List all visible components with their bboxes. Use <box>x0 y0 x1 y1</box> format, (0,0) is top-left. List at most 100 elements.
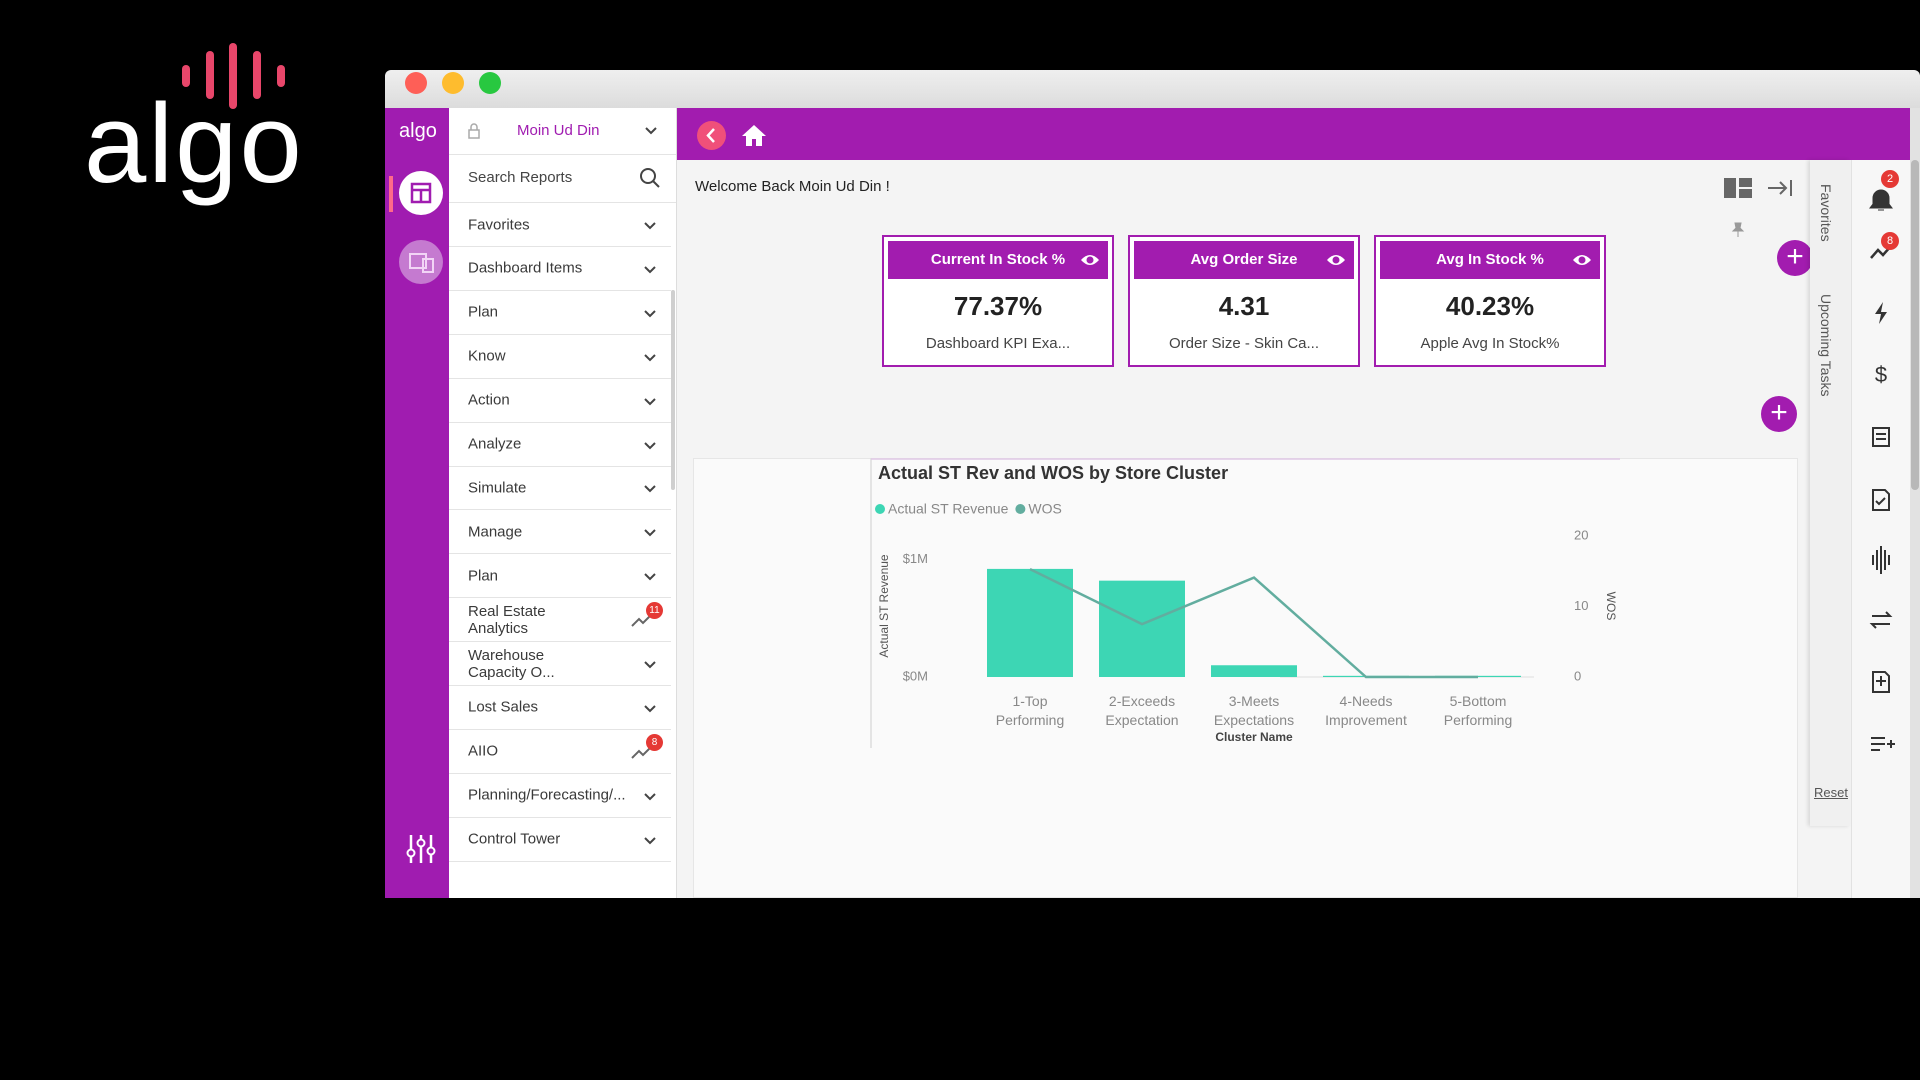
settings-icon[interactable] <box>405 833 437 865</box>
legend-label: WOS <box>1028 501 1061 517</box>
menu-item[interactable]: Dashboard Items <box>449 247 671 291</box>
y2-axis-title: WOS <box>1604 592 1618 621</box>
active-indicator <box>389 176 393 212</box>
menu-badge: 8 <box>646 733 663 751</box>
search-placeholder: Search Reports <box>468 169 573 186</box>
menu-label: Simulate <box>468 479 527 497</box>
maximize-button[interactable] <box>479 72 501 94</box>
upcoming-tasks-tab[interactable]: Upcoming Tasks <box>1818 294 1834 397</box>
menu-item[interactable]: Planning/Forecasting/... <box>449 774 671 818</box>
page-scrollbar-thumb[interactable] <box>1911 160 1919 490</box>
y2-tick-label: 0 <box>1574 668 1581 683</box>
kpi-card[interactable]: Current In Stock % 77.37% Dashboard KPI Ex… <box>882 235 1114 367</box>
menu-item[interactable]: Warehouse Capacity O... <box>449 642 671 686</box>
y-tick-label: $1M <box>903 551 928 566</box>
menu-item[interactable]: AIIO 8 <box>449 730 671 774</box>
legend-marker <box>875 504 885 514</box>
title-bar <box>385 70 1920 108</box>
menu-label: Plan <box>468 303 499 321</box>
kpi-card[interactable]: Avg In Stock % 40.23% Apple Avg In Stock% <box>1374 235 1606 367</box>
menu-label: Analyze <box>468 435 522 453</box>
menu-label: Favorites <box>468 216 530 233</box>
logo-text: algo <box>84 81 304 206</box>
kpi-subtitle: Order Size - Skin Ca... <box>1168 335 1320 352</box>
kpi-value: 40.23% <box>1445 291 1535 321</box>
y-axis-title: Actual ST Revenue <box>877 554 891 657</box>
menu-label: Planning/Forecasting/... <box>468 786 626 804</box>
pin-icon[interactable] <box>1730 222 1746 238</box>
back-button[interactable] <box>697 121 726 150</box>
close-button[interactable] <box>405 72 427 94</box>
menu-item[interactable]: Lost Sales <box>449 686 671 730</box>
bar <box>987 568 1073 677</box>
menu-label: Dashboard Items <box>468 259 583 277</box>
kpi-value: 4.31 <box>1218 291 1270 321</box>
search-box[interactable]: Search Reports <box>449 154 676 203</box>
eye-icon[interactable] <box>1080 252 1100 268</box>
chevron-icon <box>643 441 656 449</box>
kpi-title: Current In Stock % <box>888 241 1108 279</box>
trend-icon <box>631 746 652 759</box>
menu-label: Manage <box>468 523 523 541</box>
collapse-icon[interactable] <box>1766 178 1794 198</box>
y2-tick-label: 10 <box>1574 598 1588 613</box>
eye-icon[interactable] <box>1572 252 1592 268</box>
favorites-tab[interactable]: Favorites <box>1818 184 1834 242</box>
menu-item[interactable]: Simulate <box>449 466 671 511</box>
kpi-value: 77.37% <box>953 291 1043 321</box>
legend-marker <box>1015 504 1026 514</box>
chevron-icon <box>643 573 656 581</box>
logo-bars <box>182 43 285 109</box>
menu-label: Know <box>468 347 506 365</box>
menu-item[interactable]: Action <box>449 379 671 423</box>
trend-icon <box>631 614 652 627</box>
kpi-title: Avg In Stock % <box>1380 241 1600 279</box>
chevron-icon <box>643 661 656 669</box>
menu-label: Plan <box>468 567 499 585</box>
user-name: Moin Ud Din <box>517 122 600 139</box>
menu-item[interactable]: Plan <box>449 291 671 335</box>
add-button[interactable]: + <box>1761 396 1797 432</box>
notification-badge: 2 <box>1881 170 1899 188</box>
menu-item[interactable]: Manage <box>449 510 671 555</box>
menu-item[interactable]: Control Tower <box>449 818 671 862</box>
icon-rail <box>385 108 449 898</box>
line <box>1029 568 1478 679</box>
chevron-icon <box>643 397 656 406</box>
menu-item[interactable]: Analyze <box>449 423 671 467</box>
legend-label: Actual ST Revenue <box>888 501 1009 517</box>
svg-text:$: $ <box>1875 362 1887 387</box>
header-bar <box>677 108 1910 160</box>
menu-item[interactable]: Favorites <box>449 203 671 247</box>
x-tick-label: 2-Exceeds Expectation <box>1105 693 1178 728</box>
user-row[interactable]: Moin Ud Din <box>449 108 676 155</box>
chevron-icon <box>643 836 656 845</box>
menu-item[interactable]: Know <box>449 335 671 379</box>
chart-title: Actual ST Rev and WOS by Store Cluster <box>878 463 1228 483</box>
store-button[interactable] <box>399 171 443 215</box>
layout-icon[interactable] <box>1723 177 1753 199</box>
menu-scrollbar[interactable] <box>671 290 675 490</box>
notification-badge: 8 <box>1881 232 1899 250</box>
menu-item[interactable]: Plan <box>449 554 671 599</box>
add-button[interactable]: + <box>1777 240 1813 276</box>
bar <box>1099 580 1185 677</box>
home-button[interactable] <box>741 123 767 147</box>
chevron-icon <box>643 222 656 230</box>
tab-strip <box>1810 160 1850 826</box>
minimize-button[interactable] <box>442 72 464 94</box>
page-scrollbar[interactable] <box>1910 108 1920 898</box>
app-logo[interactable]: algo <box>399 120 437 142</box>
chevron-icon <box>643 792 656 801</box>
eye-icon[interactable] <box>1326 252 1346 268</box>
y2-tick-label: 20 <box>1574 527 1588 542</box>
x-tick-label: 1-Top Performing <box>996 693 1064 728</box>
menu-label: AIIO <box>468 742 499 760</box>
devices-button[interactable] <box>399 240 443 284</box>
kpi-card[interactable]: Avg Order Size 4.31 Order Size - Skin Ca..… <box>1128 235 1360 367</box>
bar <box>1211 665 1297 677</box>
x-axis-title: Cluster Name <box>1215 730 1293 744</box>
right-rail-icons[interactable]: $ <box>1851 160 1910 780</box>
menu-item[interactable]: Real Estate Analytics 11 <box>449 598 671 643</box>
reset-link[interactable]: Reset <box>1814 785 1848 800</box>
